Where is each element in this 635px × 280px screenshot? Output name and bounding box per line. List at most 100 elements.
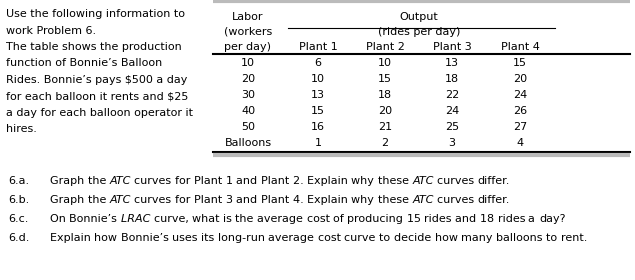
- Text: and: and: [236, 195, 261, 205]
- Text: rides: rides: [497, 214, 528, 224]
- Text: LRAC: LRAC: [121, 214, 154, 224]
- Text: how: how: [434, 233, 461, 243]
- Text: many: many: [461, 233, 496, 243]
- Text: and: and: [455, 214, 480, 224]
- Text: 6.c.: 6.c.: [8, 214, 29, 224]
- Text: for: for: [175, 195, 194, 205]
- Text: 4.: 4.: [293, 195, 307, 205]
- Text: Output: Output: [399, 12, 438, 22]
- Text: On: On: [50, 214, 69, 224]
- Text: Plant 1: Plant 1: [298, 42, 337, 52]
- Text: for: for: [175, 176, 194, 186]
- Text: a: a: [528, 214, 539, 224]
- Text: day?: day?: [539, 214, 565, 224]
- Text: Graph: Graph: [50, 176, 88, 186]
- Text: The table shows the production: The table shows the production: [6, 42, 182, 52]
- Text: Rides. Bonnie’s pays $500 a day: Rides. Bonnie’s pays $500 a day: [6, 75, 187, 85]
- Text: differ.: differ.: [478, 195, 510, 205]
- Text: curve: curve: [344, 233, 379, 243]
- Text: 10: 10: [311, 74, 325, 84]
- Text: 2: 2: [382, 138, 389, 148]
- Text: 50: 50: [241, 122, 255, 132]
- Text: Graph: Graph: [50, 195, 88, 205]
- Text: curves: curves: [135, 176, 175, 186]
- Text: Use the following information to: Use the following information to: [6, 9, 185, 19]
- Text: 6.d.: 6.d.: [8, 233, 29, 243]
- Text: what: what: [192, 214, 223, 224]
- Text: rides: rides: [424, 214, 455, 224]
- Text: 18: 18: [445, 74, 459, 84]
- Text: 6.b.: 6.b.: [8, 195, 29, 205]
- Text: 26: 26: [513, 106, 527, 116]
- Text: cost: cost: [318, 233, 344, 243]
- Text: work Problem 6.: work Problem 6.: [6, 25, 96, 36]
- Text: 22: 22: [445, 90, 459, 100]
- Text: these: these: [378, 176, 412, 186]
- Text: Explain: Explain: [50, 233, 95, 243]
- Text: 3: 3: [448, 138, 455, 148]
- Text: ATC: ATC: [110, 195, 135, 205]
- Text: 13: 13: [311, 90, 325, 100]
- Text: producing: producing: [347, 214, 407, 224]
- Text: differ.: differ.: [478, 176, 510, 186]
- Text: Plant: Plant: [194, 195, 226, 205]
- Text: 1: 1: [226, 176, 236, 186]
- Text: Plant: Plant: [194, 176, 226, 186]
- Text: 30: 30: [241, 90, 255, 100]
- Text: 20: 20: [378, 106, 392, 116]
- Text: 4: 4: [516, 138, 524, 148]
- Text: 10: 10: [241, 58, 255, 68]
- Text: why: why: [351, 195, 378, 205]
- Text: average: average: [269, 233, 318, 243]
- Text: (rides per day): (rides per day): [378, 27, 460, 37]
- Text: 21: 21: [378, 122, 392, 132]
- Text: Balloons: Balloons: [224, 138, 272, 148]
- Text: the: the: [88, 176, 110, 186]
- Text: to: to: [379, 233, 394, 243]
- Text: Plant: Plant: [261, 195, 293, 205]
- Text: 15: 15: [513, 58, 527, 68]
- Text: ATC: ATC: [412, 176, 437, 186]
- Text: 20: 20: [513, 74, 527, 84]
- Text: 24: 24: [513, 90, 527, 100]
- Text: 2.: 2.: [293, 176, 307, 186]
- Text: Labor: Labor: [232, 12, 264, 22]
- Text: 24: 24: [445, 106, 459, 116]
- Text: per day): per day): [225, 42, 272, 52]
- Text: Explain: Explain: [307, 176, 351, 186]
- Text: how: how: [95, 233, 121, 243]
- Text: 40: 40: [241, 106, 255, 116]
- Text: 18: 18: [378, 90, 392, 100]
- Text: Plant 2: Plant 2: [366, 42, 404, 52]
- Text: 15: 15: [378, 74, 392, 84]
- Text: 6: 6: [314, 58, 321, 68]
- Text: of: of: [333, 214, 347, 224]
- Text: the: the: [236, 214, 257, 224]
- Text: balloons: balloons: [496, 233, 546, 243]
- Text: 15: 15: [407, 214, 424, 224]
- Text: is: is: [223, 214, 236, 224]
- Text: 10: 10: [378, 58, 392, 68]
- Text: to: to: [546, 233, 561, 243]
- Text: 6.a.: 6.a.: [8, 176, 29, 186]
- Text: and: and: [236, 176, 261, 186]
- Text: 3: 3: [226, 195, 236, 205]
- Text: Plant 3: Plant 3: [432, 42, 471, 52]
- Text: rent.: rent.: [561, 233, 587, 243]
- Text: long-run: long-run: [218, 233, 269, 243]
- Text: its: its: [201, 233, 218, 243]
- Text: a day for each balloon operator it: a day for each balloon operator it: [6, 108, 193, 118]
- Text: 15: 15: [311, 106, 325, 116]
- Text: the: the: [88, 195, 110, 205]
- Text: curves: curves: [437, 176, 478, 186]
- Text: (workers: (workers: [224, 27, 272, 37]
- Text: decide: decide: [394, 233, 434, 243]
- Text: for each balloon it rents and $25: for each balloon it rents and $25: [6, 92, 189, 102]
- Text: 13: 13: [445, 58, 459, 68]
- Text: Bonnie’s: Bonnie’s: [121, 233, 172, 243]
- Text: these: these: [378, 195, 412, 205]
- Text: 18: 18: [480, 214, 497, 224]
- Text: uses: uses: [172, 233, 201, 243]
- Text: Plant: Plant: [261, 176, 293, 186]
- Text: hires.: hires.: [6, 125, 37, 134]
